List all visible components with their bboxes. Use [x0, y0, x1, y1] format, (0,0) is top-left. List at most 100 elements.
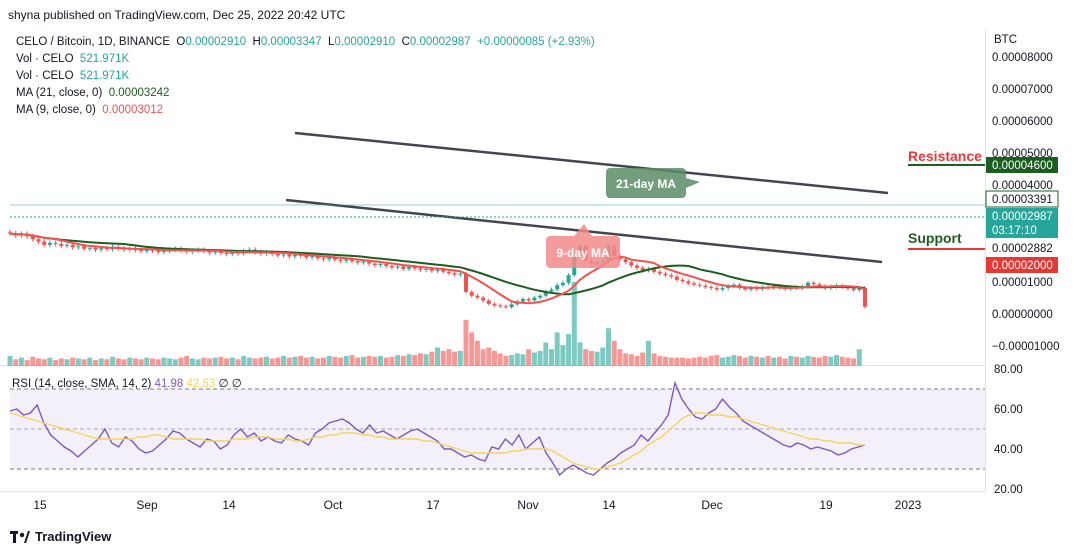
volume-bar [611, 340, 617, 366]
candle [361, 261, 366, 263]
candle [224, 253, 229, 255]
candle [521, 299, 525, 302]
candle [304, 255, 309, 258]
volume-bar [286, 357, 292, 366]
candle [452, 273, 457, 275]
volume-row-1[interactable]: Vol · CELO 521.971K [16, 51, 595, 68]
candle [538, 295, 543, 298]
volume-bar [571, 282, 577, 366]
candle [53, 242, 58, 244]
volume-bar [110, 356, 116, 366]
time-label: 15 [33, 498, 47, 512]
upper-trendline[interactable] [294, 131, 889, 195]
candle [560, 282, 565, 286]
candle [498, 305, 503, 307]
candle [298, 254, 303, 256]
rsi-legend[interactable]: RSI (14, close, SMA, 14, 2) 41.98 42.53 … [12, 376, 242, 390]
rsi-label: RSI (14, close, SMA, 14, 2) [12, 378, 152, 390]
volume-bar [708, 355, 714, 366]
volume-bar [172, 359, 178, 366]
volume-bar [452, 351, 458, 366]
volume-bar [53, 360, 59, 366]
volume-bar [759, 357, 765, 366]
volume-bar [360, 356, 366, 366]
candle [412, 266, 417, 269]
volume-bar [241, 355, 247, 366]
time-axis[interactable]: 15 Sep 14 Oct 17 Nov 14 Dec 19 2023 [33, 498, 921, 512]
price-tick: 0.00008000 [992, 52, 1053, 64]
time-label: 2023 [895, 498, 922, 512]
publisher-line: shyna published on TradingView.com, Dec … [8, 8, 346, 22]
candle [652, 268, 657, 272]
close-value: 0.00002987 [409, 36, 471, 48]
tradingview-logo[interactable]: TradingView [10, 529, 111, 544]
volume-row-2[interactable]: Vol · CELO 521.971K [16, 68, 595, 85]
candle [464, 273, 468, 292]
rsi-tick: 20.00 [994, 484, 1023, 496]
symbol-title[interactable]: CELO / Bitcoin, 1D, BINANCE [16, 36, 171, 48]
volume-bar [503, 355, 509, 366]
rsi-axis[interactable]: 80.00 60.00 40.00 20.00 [994, 364, 1023, 496]
candle [293, 254, 297, 257]
volume-bar [486, 347, 492, 366]
price-tags: 0.00004600 0.00003391 0.00002987 03:17:1… [985, 157, 1059, 273]
countdown-text: 03:17:10 [992, 225, 1037, 237]
rsi-line [9, 380, 866, 477]
volume-bar [252, 358, 258, 366]
ma9-value: 0.00003012 [102, 104, 164, 116]
volume-value: 521.971K [79, 70, 130, 82]
volume-bar [303, 357, 309, 366]
volume-bar [269, 358, 275, 366]
candle [42, 241, 47, 245]
volume-bar [549, 349, 554, 366]
volume-bar [663, 356, 668, 366]
candle [817, 284, 822, 287]
ma21-line [9, 232, 866, 296]
candle [332, 257, 337, 260]
candle [230, 252, 235, 255]
candle [486, 300, 491, 304]
open-label: O [176, 36, 186, 48]
candle [87, 247, 92, 249]
volume-bar [600, 347, 606, 366]
candle [509, 304, 514, 308]
candle [327, 257, 332, 260]
candle [156, 250, 161, 253]
ma9-row[interactable]: MA (9, close, 0) 0.00003012 [16, 102, 595, 119]
candle [82, 246, 87, 249]
volume-bar [645, 340, 651, 366]
time-label: 14 [602, 498, 616, 512]
candle [446, 271, 451, 274]
volume-bar [771, 357, 777, 366]
volume-bar [70, 357, 76, 366]
volume-bar [788, 355, 794, 366]
support-tag-text: 0.00002000 [992, 260, 1053, 272]
candle [709, 287, 714, 289]
volume-bar [98, 358, 104, 366]
candle [503, 306, 508, 308]
ma9-callout[interactable]: 9-day MA [546, 224, 620, 268]
candle [697, 284, 702, 286]
volume-bar [258, 357, 264, 366]
volume-bar [167, 358, 173, 366]
volume-bar [423, 354, 429, 366]
rsi-sma-line [9, 412, 865, 470]
ma21-row[interactable]: MA (21, close, 0) 0.00003242 [16, 85, 595, 102]
candle [76, 246, 81, 248]
high-value: 0.00003347 [260, 36, 322, 48]
ma21-callout[interactable]: 21-day MA [606, 168, 700, 198]
volume-bar [628, 354, 634, 366]
volume-bar [554, 332, 560, 366]
price-axis[interactable]: 0.00008000 0.00007000 0.00006000 0.00005… [992, 52, 1059, 353]
candle [458, 273, 463, 275]
candle [555, 285, 560, 290]
rsi-tick: 80.00 [994, 364, 1023, 376]
volume-bar [138, 359, 144, 366]
time-label: Dec [701, 498, 722, 512]
candle [857, 288, 862, 290]
volume-bar [81, 359, 87, 366]
volume-bar [474, 340, 480, 366]
volume-bar [520, 354, 526, 366]
